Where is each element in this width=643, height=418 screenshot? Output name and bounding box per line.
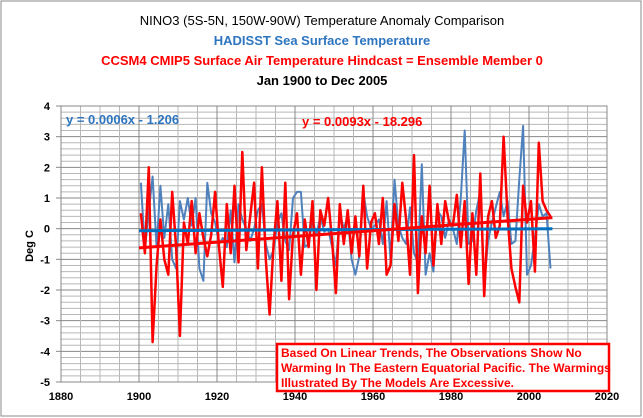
y-tick-label: -3	[40, 316, 50, 328]
y-tick-label: 0	[44, 224, 50, 236]
series-group	[139, 124, 552, 344]
annotation-line-3: Illustrated By The Models Are Excessive.	[281, 376, 514, 390]
y-axis-label: Deg C	[24, 230, 36, 262]
tick-labels: 4 3 2 1 0 -1 -2 -3 -4 -5 1880 1900 1920 1940 1960 1980 2…	[40, 101, 619, 403]
y-tick-label: -1	[40, 254, 50, 266]
chart-title: NINO3 (5S-5N, 150W-90W) Temperature Anom…	[140, 13, 504, 28]
y-tick-label: 2	[44, 162, 50, 174]
x-tick-label: 1880	[49, 391, 73, 403]
annotation-border	[275, 342, 611, 393]
annotation-box: Based On Linear Trends, The Observations…	[275, 342, 611, 393]
annotation-line-1: Based On Linear Trends, The Observations…	[281, 346, 582, 360]
trend-equation-model: y = 0.0093x - 18.296	[302, 114, 422, 129]
trend-line-observations	[138, 227, 553, 233]
x-tick-label: 1980	[439, 391, 463, 403]
x-tick-label: 2020	[595, 391, 619, 403]
annotation-line-2: Warming In The Eastern Equatorial Pacifi…	[281, 361, 611, 375]
x-tick-label: 1920	[205, 391, 229, 403]
y-tick-label: -4	[40, 346, 51, 358]
chart-subtitle-observations: HADISST Sea Surface Temperature	[214, 33, 431, 48]
y-tick-label: -5	[40, 377, 50, 389]
y-tick-label: -2	[40, 285, 50, 297]
y-tick-label: 1	[44, 193, 50, 205]
series-line-model	[139, 135, 552, 344]
chart-subtitle-model: CCSM4 CMIP5 Surface Air Temperature Hind…	[101, 53, 543, 68]
y-tick-label: 4	[44, 101, 51, 113]
y-tick-label: 3	[44, 132, 50, 144]
x-tick-label: 1900	[127, 391, 151, 403]
x-tick-label: 1940	[283, 391, 307, 403]
trend-lines	[138, 216, 553, 250]
trend-equation-observations: y = 0.0006x - 1.206	[66, 112, 179, 127]
chart-subtitle-period: Jan 1900 to Dec 2005	[257, 73, 388, 88]
x-tick-label: 2000	[517, 391, 541, 403]
x-tick-label: 1960	[361, 391, 385, 403]
trend-line-model	[138, 216, 553, 250]
